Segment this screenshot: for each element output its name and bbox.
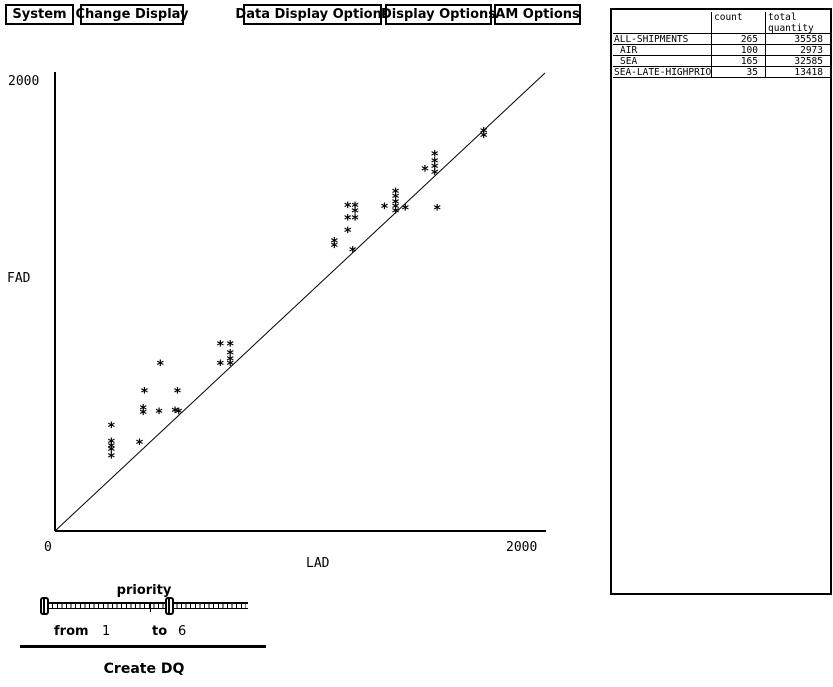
display-options-button[interactable]: Display Options <box>381 4 496 25</box>
scatter-point: * <box>431 167 439 183</box>
slider-handle-from[interactable] <box>40 597 49 615</box>
scatter-point: * <box>351 206 359 222</box>
table-cell-total: 35558 <box>765 34 831 45</box>
y-axis-title: FAD <box>7 271 31 286</box>
divider-rule <box>20 645 266 648</box>
plot-svg: 2000 FAD 0 2000 LAD ************** ******… <box>7 72 546 571</box>
to-value[interactable]: 6 <box>178 624 187 639</box>
create-dq-button[interactable]: Create DQ <box>103 661 185 677</box>
scatter-point: * <box>107 436 115 452</box>
scatter-point: * <box>107 444 115 460</box>
data-display-options-button[interactable]: Data Display Options <box>235 4 390 25</box>
x-axis-title: LAD <box>306 556 330 571</box>
am-options-button[interactable]: AM Options <box>494 4 581 25</box>
table-corner <box>613 12 711 34</box>
scatter-point: * <box>391 186 399 202</box>
change-display-button[interactable]: Change Display <box>75 4 189 25</box>
table-cell-total: 13418 <box>765 67 831 78</box>
scatter-point: * <box>344 213 352 229</box>
scatter-point: * <box>431 161 439 177</box>
scatter-point: * <box>351 213 359 229</box>
x-axis-max-label: 2000 <box>506 540 537 555</box>
scatter-point: * <box>330 240 338 256</box>
slider-tick-marks <box>43 604 246 608</box>
col-header-count: count <box>711 12 765 34</box>
x-axis-min-label: 0 <box>44 540 52 555</box>
table-row-label: SEA-LATE-HIGHPRIO <box>613 67 711 78</box>
scatter-point: * <box>380 201 388 217</box>
scatter-point: * <box>226 348 234 364</box>
scatter-point: * <box>480 126 488 142</box>
col-header-total-line2: quantity <box>768 23 814 34</box>
priority-slider-label: priority <box>116 583 172 598</box>
scatter-point: * <box>226 353 234 369</box>
scatter-point: * <box>431 148 439 164</box>
scatter-point: * <box>391 206 399 222</box>
table-row-label: AIR <box>613 45 711 56</box>
table-cell-count: 35 <box>711 67 765 78</box>
col-header-total-quantity: total quantity <box>765 12 831 34</box>
slider-track-line <box>40 602 248 604</box>
scatter-point: * <box>391 191 399 207</box>
scatter-point: * <box>226 358 234 374</box>
scatter-point: * <box>330 235 338 251</box>
col-header-total-line1: total <box>768 12 797 23</box>
scatter-point: * <box>216 358 224 374</box>
scatter-point: * <box>391 197 399 213</box>
slider-base-line <box>40 608 248 609</box>
scatter-point: * <box>480 130 488 146</box>
from-label: from <box>54 624 89 639</box>
scatter-point: * <box>107 420 115 436</box>
scatter-point: * <box>348 245 356 261</box>
scatter-point: * <box>391 201 399 217</box>
scatter-point: * <box>107 440 115 456</box>
table-cell-total: 2973 <box>765 45 831 56</box>
y-axis-max-label: 2000 <box>8 74 39 89</box>
scatter-point: * <box>155 406 163 422</box>
table-cell-count: 265 <box>711 34 765 45</box>
scatter-point: * <box>431 155 439 171</box>
slider-handle-to[interactable] <box>165 597 174 615</box>
scatter-point: * <box>139 407 147 423</box>
to-label: to <box>152 624 168 639</box>
scatter-point: * <box>107 451 115 467</box>
scatter-point: * <box>171 405 179 421</box>
system-button[interactable]: System <box>5 4 74 25</box>
scatter-point: * <box>173 385 181 401</box>
scatter-point: * <box>344 225 352 241</box>
from-value[interactable]: 1 <box>102 624 111 639</box>
scatter-point: * <box>216 339 224 355</box>
priority-slider-track[interactable] <box>40 598 248 614</box>
identity-line <box>54 72 546 532</box>
scatter-point: * <box>156 358 164 374</box>
scatter-point: * <box>226 339 234 355</box>
scatter-point: * <box>135 437 143 453</box>
slider-mid-tick <box>150 604 151 612</box>
scatter-point: * <box>175 406 183 422</box>
scatter-point: * <box>140 385 148 401</box>
table-cell-count: 165 <box>711 56 765 67</box>
shipments-table: count total quantity ALL-SHIPMENTS 265 35… <box>613 12 831 78</box>
table-cell-total: 32585 <box>765 56 831 67</box>
scatter-point: * <box>433 202 441 218</box>
table-row-label: SEA <box>613 56 711 67</box>
scatter-point: * <box>401 202 409 218</box>
table-cell-count: 100 <box>711 45 765 56</box>
scatter-point: * <box>139 403 147 419</box>
scatter-point: * <box>344 200 352 216</box>
table-row-label: ALL-SHIPMENTS <box>613 34 711 45</box>
scatter-point: * <box>351 200 359 216</box>
scatter-point: * <box>421 163 429 179</box>
results-panel: count total quantity ALL-SHIPMENTS 265 35… <box>610 8 832 595</box>
